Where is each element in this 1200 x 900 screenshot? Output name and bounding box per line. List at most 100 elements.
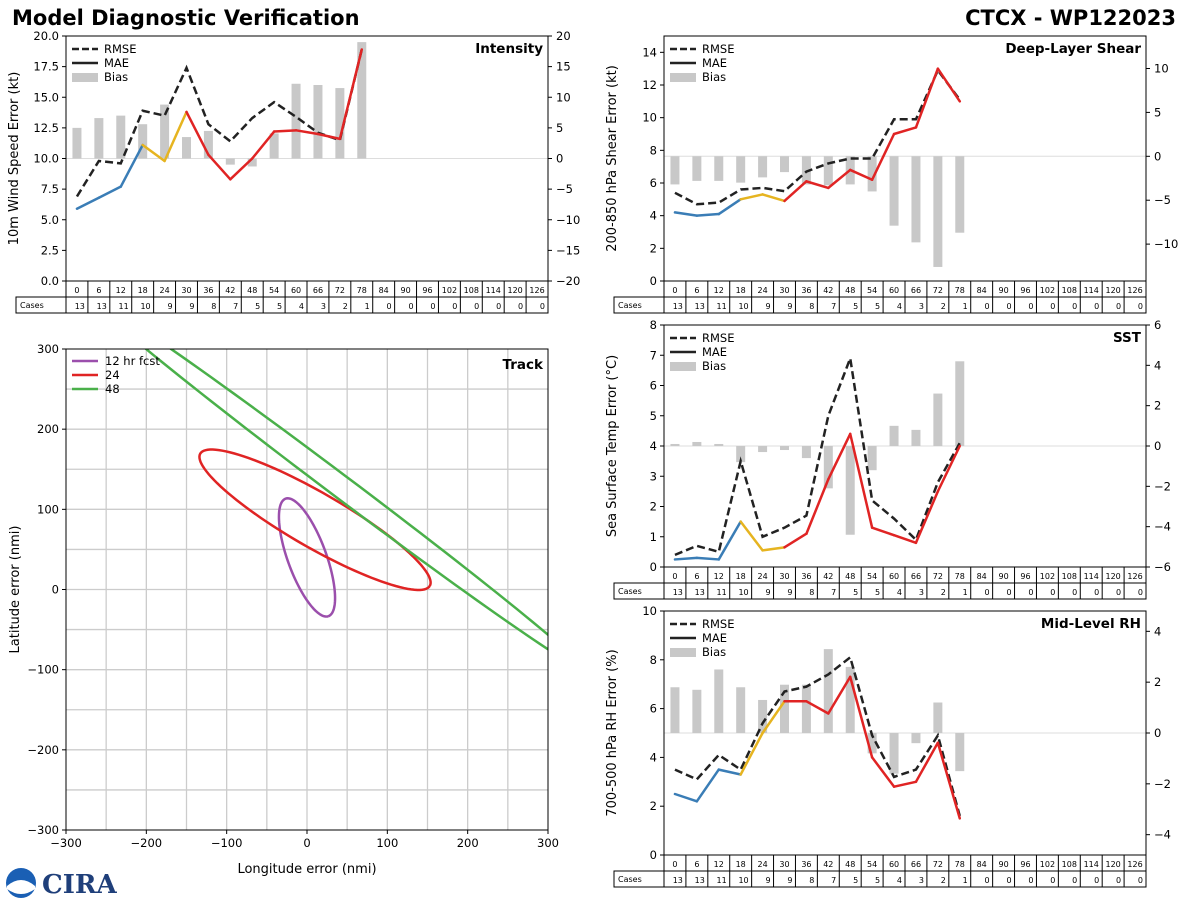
shear-mae-segment [805,180,830,190]
sst-mae-segment [717,520,742,561]
shear-y-tick-label: 12 [642,78,657,92]
intensity-case-count: 3 [321,302,326,311]
sst-cases-label: Cases [618,587,642,596]
rh-hour-label: 120 [1105,860,1120,869]
sst-legend-mae-label: MAE [702,345,727,359]
rh-legend-rmse-label: RMSE [702,617,734,631]
shear-case-count: 8 [809,302,814,311]
intensity-case-count: 0 [496,302,501,311]
rh-bias-bar [845,666,855,733]
sst-case-count: 9 [787,588,792,597]
shear-case-count: 2 [941,302,946,311]
rh-case-count: 0 [1072,876,1077,885]
track-x-tick-label: −200 [131,836,163,850]
intensity-mae-segment [229,157,254,181]
sst-hour-label: 60 [889,572,899,581]
rh-y2-tick-label: 4 [1154,624,1161,638]
track-x-tick-label: −100 [211,836,243,850]
shear-case-count: 13 [673,302,683,311]
shear-y-axis-label: 200-850 hPa Shear Error (kt) [605,65,620,252]
intensity-mae-segment [338,48,364,141]
rh-case-count: 0 [1028,876,1033,885]
noaa-wave-icon [7,880,35,894]
shear-hour-label: 120 [1105,286,1120,295]
intensity-hour-label: 108 [464,286,479,295]
sst-bias-bar [692,441,702,446]
sst-case-count: 0 [1050,588,1055,597]
intensity-case-count: 10 [140,302,150,311]
intensity-y2-tick-label: 0 [556,152,563,166]
sst-case-count: 5 [875,588,880,597]
shear-case-count: 0 [1028,302,1033,311]
intensity-case-count: 0 [430,302,435,311]
rh-case-count: 7 [831,876,836,885]
intensity-legend-rmse-label: RMSE [104,42,136,56]
sst-case-count: 2 [941,588,946,597]
sst-hour-label: 12 [714,572,724,581]
rh-bias-bar [911,733,921,744]
rh-case-count: 9 [765,876,770,885]
intensity-case-count: 1 [365,302,370,311]
intensity-bias-bar [138,124,148,159]
sst-y-tick-label: 8 [650,318,657,332]
intensity-y2-tick-label: 5 [556,121,563,135]
track-y-tick-label: 100 [37,502,59,516]
shear-legend-bias-swatch [670,73,696,82]
sst-mae-segment [936,444,962,493]
shear-rmse-line [674,67,961,206]
shear-hour-label: 30 [779,286,789,295]
rh-cases-row [613,870,1147,888]
rh-bias-bar [889,733,899,774]
sst-hour-label: 126 [1127,572,1142,581]
rh-bias-bar [933,702,943,733]
intensity-y-tick-label: 20.0 [33,29,59,43]
sst-y2-tick-label: −6 [1154,560,1171,574]
track-y-tick-label: −100 [27,663,59,677]
rh-bias-bar [736,687,746,733]
sst-hour-label: 18 [736,572,746,581]
shear-case-count: 9 [765,302,770,311]
rh-case-count: 2 [941,876,946,885]
shear-hour-label: 36 [801,286,811,295]
shear-mae-segment [717,198,742,216]
shear-y-tick-label: 10 [642,111,657,125]
shear-bias-bar [736,156,746,183]
shear-case-count: 0 [985,302,990,311]
intensity-y-tick-label: 12.5 [33,121,59,135]
rh-case-count: 5 [875,876,880,885]
rh-y2-tick-label: −4 [1154,828,1171,842]
sst-legend-bias-swatch [670,362,696,371]
sst-bias-bar [911,429,921,446]
rh-case-count: 0 [985,876,990,885]
shear-bias-bar [823,156,833,186]
rh-mae-segment [761,700,786,735]
shear-mae-segment [739,193,764,201]
shear-hour-label: 72 [933,286,943,295]
sst-hour-label: 24 [757,572,767,581]
rh-y-tick-label: 4 [650,750,657,764]
intensity-hour-label: 102 [442,286,457,295]
shear-case-count: 1 [963,302,968,311]
rh-mae-segment [848,675,874,759]
shear-legend-rmse-label: RMSE [702,42,734,56]
intensity-hour-label: 6 [96,286,101,295]
intensity-y2-tick-label: −15 [556,243,580,257]
track-y-tick-label: 0 [52,583,59,597]
sst-hour-label: 108 [1062,572,1077,581]
shear-bias-bar [889,156,899,226]
shear-hour-label: 6 [694,286,699,295]
sst-y-tick-label: 3 [650,469,657,483]
rh-mae-segment [695,768,721,803]
sst-case-count: 13 [673,588,683,597]
rh-case-count: 13 [695,876,705,885]
sst-legend-rmse-label: RMSE [702,331,734,345]
shear-hour-label: 126 [1127,286,1142,295]
rh-case-count: 0 [1138,876,1143,885]
intensity-case-count: 9 [167,302,172,311]
intensity-case-count: 0 [408,302,413,311]
sst-bias-bar [889,425,899,446]
sst-bias-bar [933,393,943,446]
intensity-bias-bar [72,127,82,159]
sst-y-tick-label: 6 [650,379,657,393]
shear-case-count: 9 [787,302,792,311]
